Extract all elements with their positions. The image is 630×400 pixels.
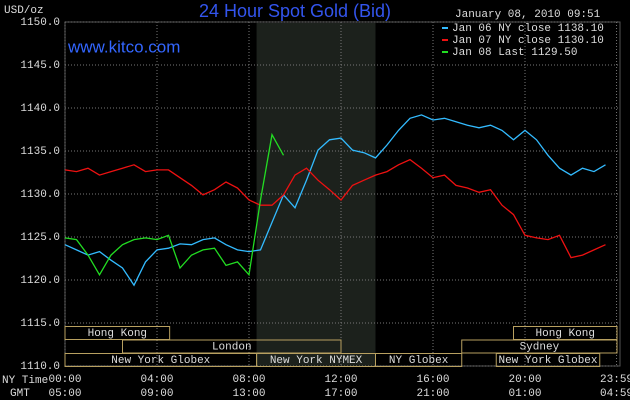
x2-tick-label: 13:00 bbox=[232, 388, 265, 400]
chart-title: 24 Hour Spot Gold (Bid) bbox=[199, 1, 391, 21]
highlight-band bbox=[256, 23, 376, 366]
x2-tick-label: 04:59 bbox=[600, 388, 630, 400]
y-tick-label: 1115.0 bbox=[20, 318, 60, 330]
x2-tick-label: 09:00 bbox=[140, 388, 173, 400]
source: www.kitco.com bbox=[67, 37, 180, 56]
x-tick-label: 12:00 bbox=[324, 374, 357, 386]
session-box bbox=[495, 353, 601, 367]
y-tick-label: 1110.0 bbox=[20, 361, 60, 373]
y-tick-label: 1130.0 bbox=[20, 189, 60, 201]
y-tick-label: 1125.0 bbox=[20, 232, 60, 244]
session-label: Sydney bbox=[520, 341, 560, 353]
y-tick-label: 1135.0 bbox=[20, 146, 60, 158]
session-label: London bbox=[212, 341, 252, 353]
x-tick-label: 08:00 bbox=[232, 374, 265, 386]
x2-tick-label: 01:00 bbox=[508, 388, 541, 400]
y-tick-label: 1140.0 bbox=[20, 103, 60, 115]
x2-tick-label: 05:00 bbox=[48, 388, 81, 400]
legend-label: Jan 07 NY close 1130.10 bbox=[452, 35, 604, 47]
y-tick-label: 1150.0 bbox=[20, 17, 60, 29]
session-box bbox=[375, 353, 463, 367]
y-axis-label: USD/oz bbox=[4, 5, 44, 17]
x-tick-label: 20:00 bbox=[508, 374, 541, 386]
x2-tick-label: 21:00 bbox=[416, 388, 449, 400]
session-label: New York NYMEX bbox=[270, 355, 363, 367]
session-label: New York Globex bbox=[498, 355, 597, 367]
series-line bbox=[64, 132, 285, 277]
chart-subtitle: January 08, 2010 09:51 bbox=[455, 9, 601, 21]
session-label: NY Globex bbox=[389, 355, 449, 367]
y-tick-label: 1145.0 bbox=[20, 60, 60, 72]
x2-tick-label: 17:00 bbox=[324, 388, 357, 400]
session-label: New York Globex bbox=[111, 355, 210, 367]
x-tick-label: 00:00 bbox=[48, 374, 81, 386]
session-label: Hong Kong bbox=[536, 328, 595, 340]
series-line bbox=[64, 114, 606, 287]
x-tick-label: 23:59 bbox=[600, 374, 630, 386]
y-tick-label: 1120.0 bbox=[20, 275, 60, 287]
session-label: Hong Kong bbox=[88, 328, 147, 340]
x-tick-label: 04:00 bbox=[140, 374, 173, 386]
x-axis-label: NY Time bbox=[2, 375, 48, 387]
series-line bbox=[64, 158, 606, 259]
x2-axis-label: GMT bbox=[10, 388, 30, 400]
x-tick-label: 16:00 bbox=[416, 374, 449, 386]
session-box bbox=[64, 326, 171, 340]
legend-label: Jan 08 Last 1129.50 bbox=[452, 47, 577, 59]
legend-label: Jan 06 NY close 1138.10 bbox=[452, 23, 604, 35]
